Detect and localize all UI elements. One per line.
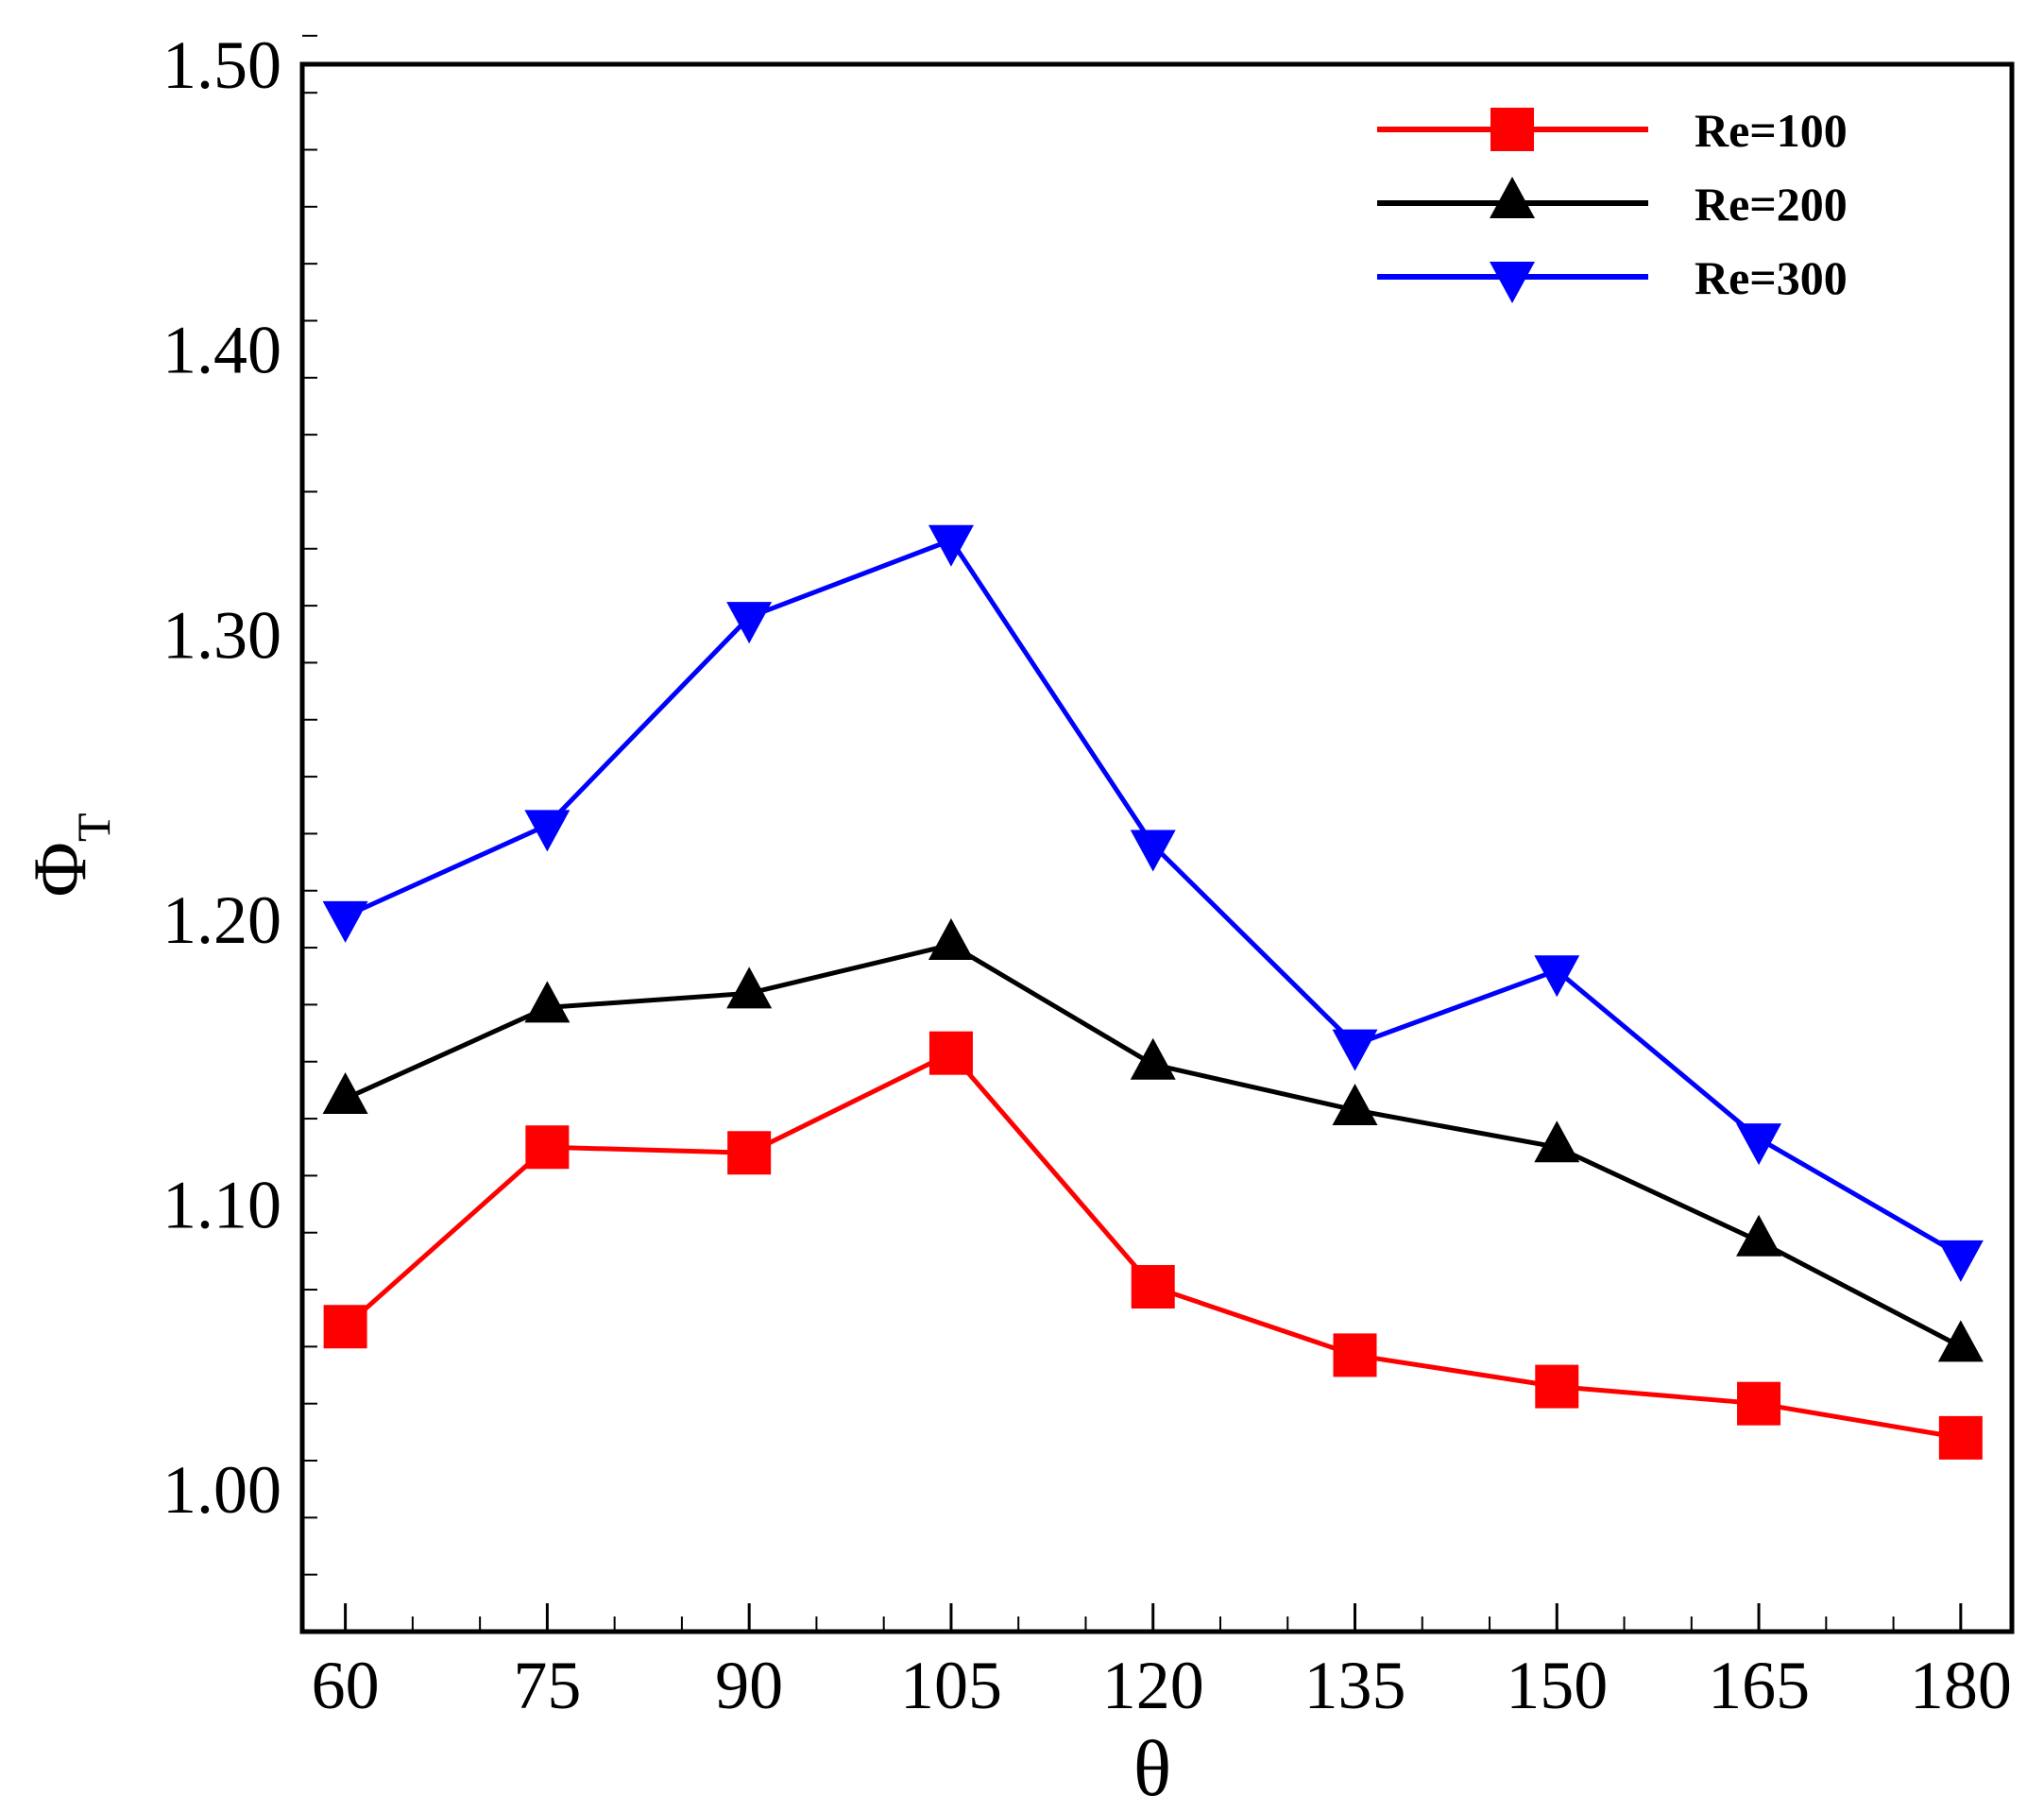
legend-item: Re=100 [1377,104,1848,157]
data-point [928,524,974,567]
data-point [524,810,571,852]
data-point [323,1305,367,1349]
legend: Re=100 Re=200 Re=300 [1377,104,1848,304]
data-point [1131,1265,1175,1309]
tick-labels: 1.00 1.10 1.20 1.30 1.40 1.50 60 75 90 105 120 135 1… [162,27,2012,1723]
x-tick-label: 60 [312,1648,380,1723]
x-tick-label: 180 [1910,1648,2012,1723]
data-point [1938,1415,1983,1460]
data-point [1937,1320,1984,1362]
x-tick-label: 90 [715,1648,783,1723]
x-tick-label: 105 [900,1648,1002,1723]
data-point [1130,830,1176,872]
data-point [1534,1120,1580,1163]
y-tick-label: 1.30 [162,597,281,673]
data-point [1736,1214,1782,1257]
y-axis-title-main: Φ [19,842,102,897]
data-point [1332,1084,1378,1126]
legend-marker [1490,262,1535,303]
data-point [1333,1333,1377,1377]
y-tick-label: 1.40 [162,313,281,388]
x-tick-label: 135 [1304,1648,1406,1723]
series-line [343,1051,1962,1441]
data-point [524,981,571,1023]
data-point [322,900,368,943]
data-point [727,1131,772,1175]
data-point [1737,1381,1781,1426]
y-axis-title: ΦT [19,812,120,897]
legend-label: Re=200 [1695,178,1848,231]
series-re-100 [323,1031,1983,1460]
y-tick-label: 1.50 [162,27,281,103]
y-tick-label: 1.20 [162,882,281,958]
legend-item: Re=200 [1377,177,1848,231]
legend-marker [1490,177,1535,218]
data-point [1130,1037,1176,1080]
axis-ticks [302,34,1963,1633]
x-tick-label: 75 [513,1648,581,1723]
data-point [1736,1123,1782,1166]
data-point [322,1071,368,1114]
plot-frame [299,61,2015,1634]
data-point [1332,1029,1378,1071]
data-point [1534,955,1580,998]
data-point [1937,1240,1984,1282]
data-point [525,1125,570,1170]
y-axis-title-sub: T [67,812,120,842]
legend-label: Re=100 [1695,104,1848,157]
legend-label: Re=300 [1695,251,1848,304]
y-tick-label: 1.00 [162,1452,281,1528]
x-axis-title: θ [1133,1725,1171,1813]
x-tick-label: 120 [1102,1648,1204,1723]
data-point [1535,1364,1579,1409]
data-point [928,1031,973,1075]
data-point [928,918,974,961]
legend-item: Re=300 [1377,251,1848,304]
y-tick-label: 1.10 [162,1168,281,1243]
series-re-300 [322,524,1984,1282]
data-series [322,524,1984,1460]
x-tick-label: 150 [1506,1648,1608,1723]
legend-marker [1490,108,1534,151]
data-point [726,966,773,1009]
data-point [726,602,773,644]
x-tick-label: 165 [1708,1648,1810,1723]
series-re-200 [322,918,1984,1362]
